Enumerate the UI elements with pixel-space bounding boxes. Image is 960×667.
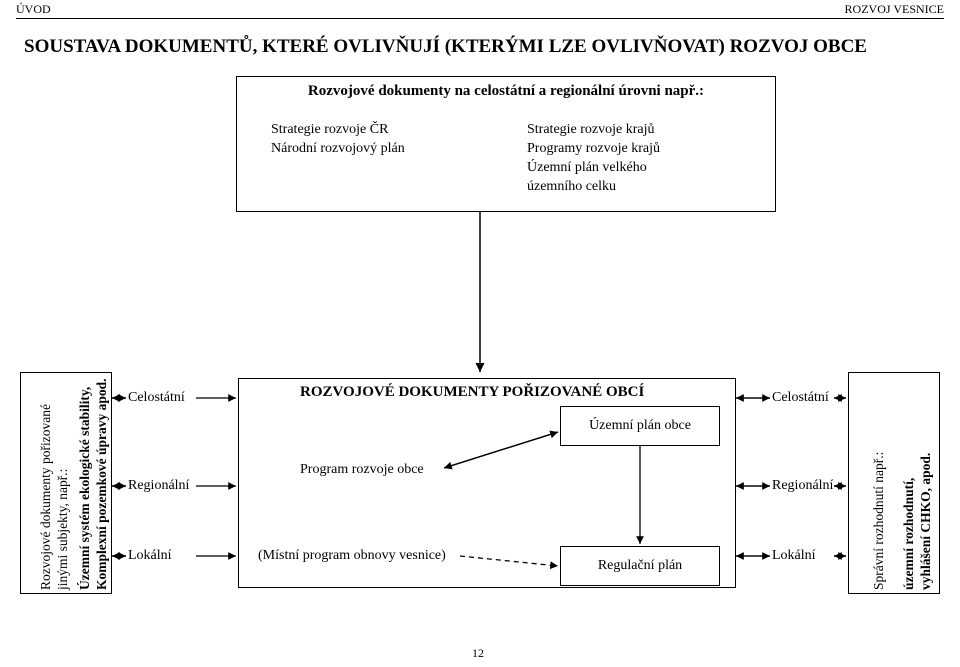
topbox-left2: Národní rozvojový plán xyxy=(271,140,405,159)
left-side-line1a: Rozvojové dokumenty pořizované xyxy=(37,404,55,590)
level-right-1: Celostátní xyxy=(772,390,829,406)
page: ÚVOD ROZVOJ VESNICE SOUSTAVA DOKUMENTŮ, … xyxy=(0,0,960,667)
right-side-line1a: Správní rozhodnutí např.: xyxy=(870,452,888,590)
header-left: ÚVOD xyxy=(16,2,51,17)
topbox-right3: Územní plán velkého xyxy=(527,159,660,178)
level-right-2: Regionální xyxy=(772,478,833,494)
topbox-left1: Strategie rozvoje ČR xyxy=(271,121,405,140)
right-side-line2a: územní rozhodnutí, xyxy=(900,478,918,590)
program-rozvoje: Program rozvoje obce xyxy=(300,462,424,478)
uzemni-plan-box: Územní plán obce xyxy=(560,406,720,446)
uzemni-plan-label: Územní plán obce xyxy=(589,418,691,434)
level-left-3: Lokální xyxy=(128,548,172,564)
header-right: ROZVOJ VESNICE xyxy=(845,2,944,17)
page-title: SOUSTAVA DOKUMENTŮ, KTERÉ OVLIVŇUJÍ (KTE… xyxy=(24,36,936,58)
topbox-right2: Programy rozvoje krajů xyxy=(527,140,660,159)
left-side-line1b: jinými subjekty, např.: xyxy=(54,469,72,590)
level-right-3: Lokální xyxy=(772,548,816,564)
topbox-right4: územního celku xyxy=(527,178,660,197)
right-side-line2b: vyhlášení CHKO, apod. xyxy=(917,453,935,590)
level-left-2: Regionální xyxy=(128,478,189,494)
topbox-right1: Strategie rozvoje krajů xyxy=(527,121,660,140)
left-side-line2a: Územní systém ekologické stability, xyxy=(76,387,94,590)
page-number: 12 xyxy=(472,646,484,661)
main-title: ROZVOJOVÉ DOKUMENTY POŘIZOVANÉ OBCÍ xyxy=(300,384,644,401)
topbox: Rozvojové dokumenty na celostátní a regi… xyxy=(236,76,776,212)
mistni-program: (Místní program obnovy vesnice) xyxy=(258,548,446,564)
regulacni-plan-label: Regulační plán xyxy=(598,558,682,574)
level-left-1: Celostátní xyxy=(128,390,185,406)
left-side-line2b: Komplexní pozemkové úpravy apod. xyxy=(93,378,111,590)
topbox-heading: Rozvojové dokumenty na celostátní a regi… xyxy=(237,77,775,102)
header-rule xyxy=(16,18,944,19)
regulacni-plan-box: Regulační plán xyxy=(560,546,720,586)
